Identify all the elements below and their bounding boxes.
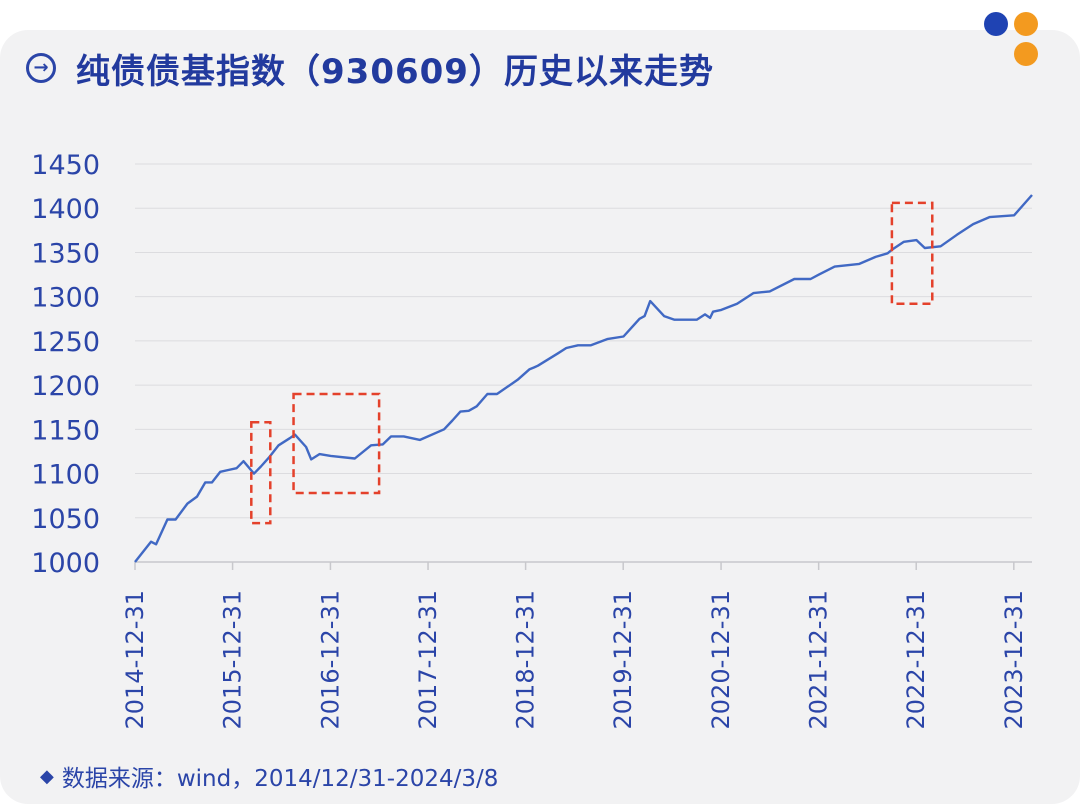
blue-dot-icon [984, 12, 1008, 36]
y-tick-label: 1050 [31, 504, 100, 535]
source-text: 数据来源：wind，2014/12/31-2024/3/8 [61, 766, 499, 792]
y-tick-label: 1400 [31, 194, 100, 225]
y-tick-label: 1350 [31, 238, 100, 269]
highlight-box [292, 392, 381, 495]
x-tick-label: 2022-12-31 [902, 590, 930, 729]
series-line [134, 194, 1033, 563]
chart-title: 纯债债基指数（930609）历史以来走势 [76, 51, 714, 92]
x-tick-label: 2021-12-31 [805, 590, 833, 729]
series-layer [134, 194, 1033, 563]
y-tick-label: 1100 [31, 460, 100, 491]
chart-header: → 纯债债基指数（930609）历史以来走势 [26, 44, 714, 92]
orange-dot-icon [1014, 42, 1038, 66]
chart-card [0, 30, 1080, 804]
x-tick-label: 2016-12-31 [316, 590, 344, 729]
highlight-boxes [250, 201, 934, 525]
x-tick-label: 2017-12-31 [414, 590, 442, 729]
x-axis-ticks: 2014-12-31 2015-12-31 2016-12-31 2017-12-31… [121, 562, 1028, 729]
x-tick-label: 2014-12-31 [121, 590, 149, 729]
y-tick-label: 1300 [31, 283, 100, 314]
highlight-box [890, 201, 934, 305]
arrow-right-circle-icon: → [26, 53, 56, 83]
x-tick-label: 2015-12-31 [219, 590, 247, 729]
y-axis-ticks: 1000 1050 1100 1150 1200 1250 1300 1350 1400 1450 [31, 150, 100, 579]
x-tick-label: 2023-12-31 [1000, 590, 1028, 729]
x-tick-label: 2018-12-31 [512, 590, 540, 729]
y-tick-label: 1150 [31, 415, 100, 446]
x-tick-label: 2019-12-31 [609, 590, 637, 729]
y-tick-label: 1000 [31, 548, 100, 579]
source-note: ◆ 数据来源：wind，2014/12/31-2024/3/8 [40, 760, 499, 793]
highlight-box [250, 421, 272, 525]
y-tick-label: 1200 [31, 371, 100, 402]
decor-dots [0, 0, 1080, 80]
y-tick-label: 1450 [31, 150, 100, 181]
y-tick-label: 1250 [31, 327, 100, 358]
source-icon: ◆ [40, 765, 54, 787]
x-tick-label: 2020-12-31 [707, 590, 735, 729]
grid-lines [135, 163, 1032, 563]
orange-dot-icon [1014, 12, 1038, 36]
